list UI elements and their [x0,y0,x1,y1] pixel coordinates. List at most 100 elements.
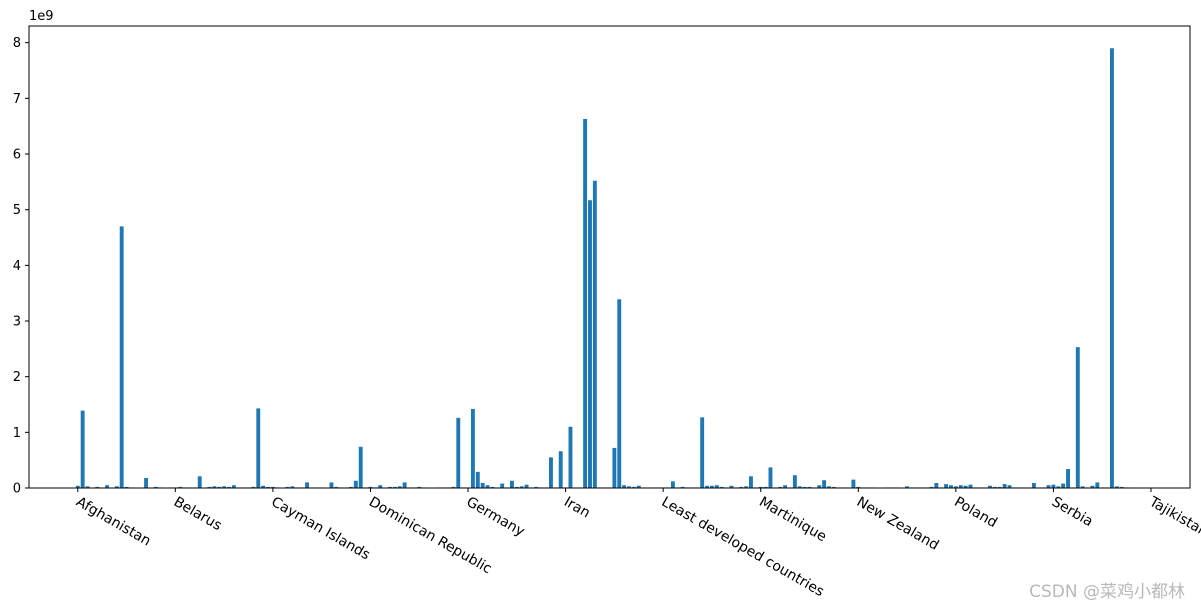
bar [480,482,485,488]
bar [827,486,831,488]
bar [1090,485,1095,488]
bar [822,480,827,488]
bar [217,486,222,488]
bar [783,485,788,488]
bar [261,485,266,488]
plot-frame [28,25,1191,489]
bar [1031,482,1036,488]
bars-group [75,48,1129,489]
bar [797,486,802,488]
bar [212,486,217,488]
bar [358,446,363,488]
x-tick-label: Least developed countries [659,494,827,600]
y-tick-label: 5 [13,203,21,218]
bar [305,482,309,488]
bar [1075,347,1080,488]
y-tick-label: 3 [13,315,21,330]
bar [1114,486,1119,488]
bar [266,486,270,488]
x-tick-label: Belarus [171,494,225,534]
bar [749,476,753,488]
bar [222,486,227,488]
bar [349,486,353,488]
bar [558,451,563,488]
bar [568,426,573,488]
bar [763,486,768,488]
watermark: CSDN @菜鸡小都林 [1029,582,1185,602]
y-tick-label: 7 [13,92,21,107]
bar [144,477,149,488]
x-tick-label: Tajikistan [1146,493,1201,540]
bar [500,483,505,488]
bar [714,485,719,488]
bar [778,486,783,488]
bar [588,200,592,488]
bar [807,486,812,488]
bar [709,485,714,488]
bar [944,484,949,488]
bar [402,482,407,488]
bar [1110,48,1114,489]
y-tick-label: 0 [13,482,21,497]
bar [207,486,212,488]
bar [485,485,490,488]
bar [285,486,290,488]
bar [705,485,710,488]
x-tick-label: Martinique [756,494,829,545]
bar [519,486,524,488]
bar [509,480,514,488]
bar [968,484,973,488]
bar [622,485,627,488]
bar [114,486,119,488]
bar [768,467,773,488]
bar [758,486,763,488]
x-tick-label: Iran [561,494,593,522]
y-tick-label: 6 [13,148,21,163]
x-tick-label: New Zealand [854,494,942,554]
bar [153,486,158,488]
bar [617,299,622,488]
x-tick-label: Germany [464,494,528,540]
bar [490,486,495,488]
bar [958,485,963,488]
bar [1066,469,1070,488]
x-tick-label: Afghanistan [73,494,153,550]
bar [353,480,358,488]
bar [905,486,910,488]
bar [612,447,617,488]
bar [851,479,856,488]
bar [1061,483,1066,488]
y-axis: 0 1 2 3 4 5 6 7 8 [13,36,29,497]
bar [124,486,129,488]
y-tick-label: 8 [13,36,21,51]
y-tick-label: 4 [13,259,21,274]
bar [583,118,588,489]
bar [378,485,383,488]
bar [856,486,861,488]
bar [417,486,422,488]
bar [953,486,958,488]
bar [534,486,539,488]
bar [988,485,992,488]
bar [227,486,231,488]
bar [792,475,797,488]
bar [817,485,822,488]
bar [524,484,529,488]
bar [719,486,724,488]
bar [636,485,641,488]
bar [1046,485,1051,488]
bar [1095,482,1100,488]
bar [329,482,334,488]
bar [85,486,90,488]
bar [392,486,397,488]
bar [451,486,456,488]
bar [592,180,597,489]
bar [549,457,553,488]
bar [700,417,705,488]
bar [514,486,519,488]
bar [388,486,392,488]
bar [934,482,939,488]
bar [739,486,744,488]
bar [80,410,85,488]
